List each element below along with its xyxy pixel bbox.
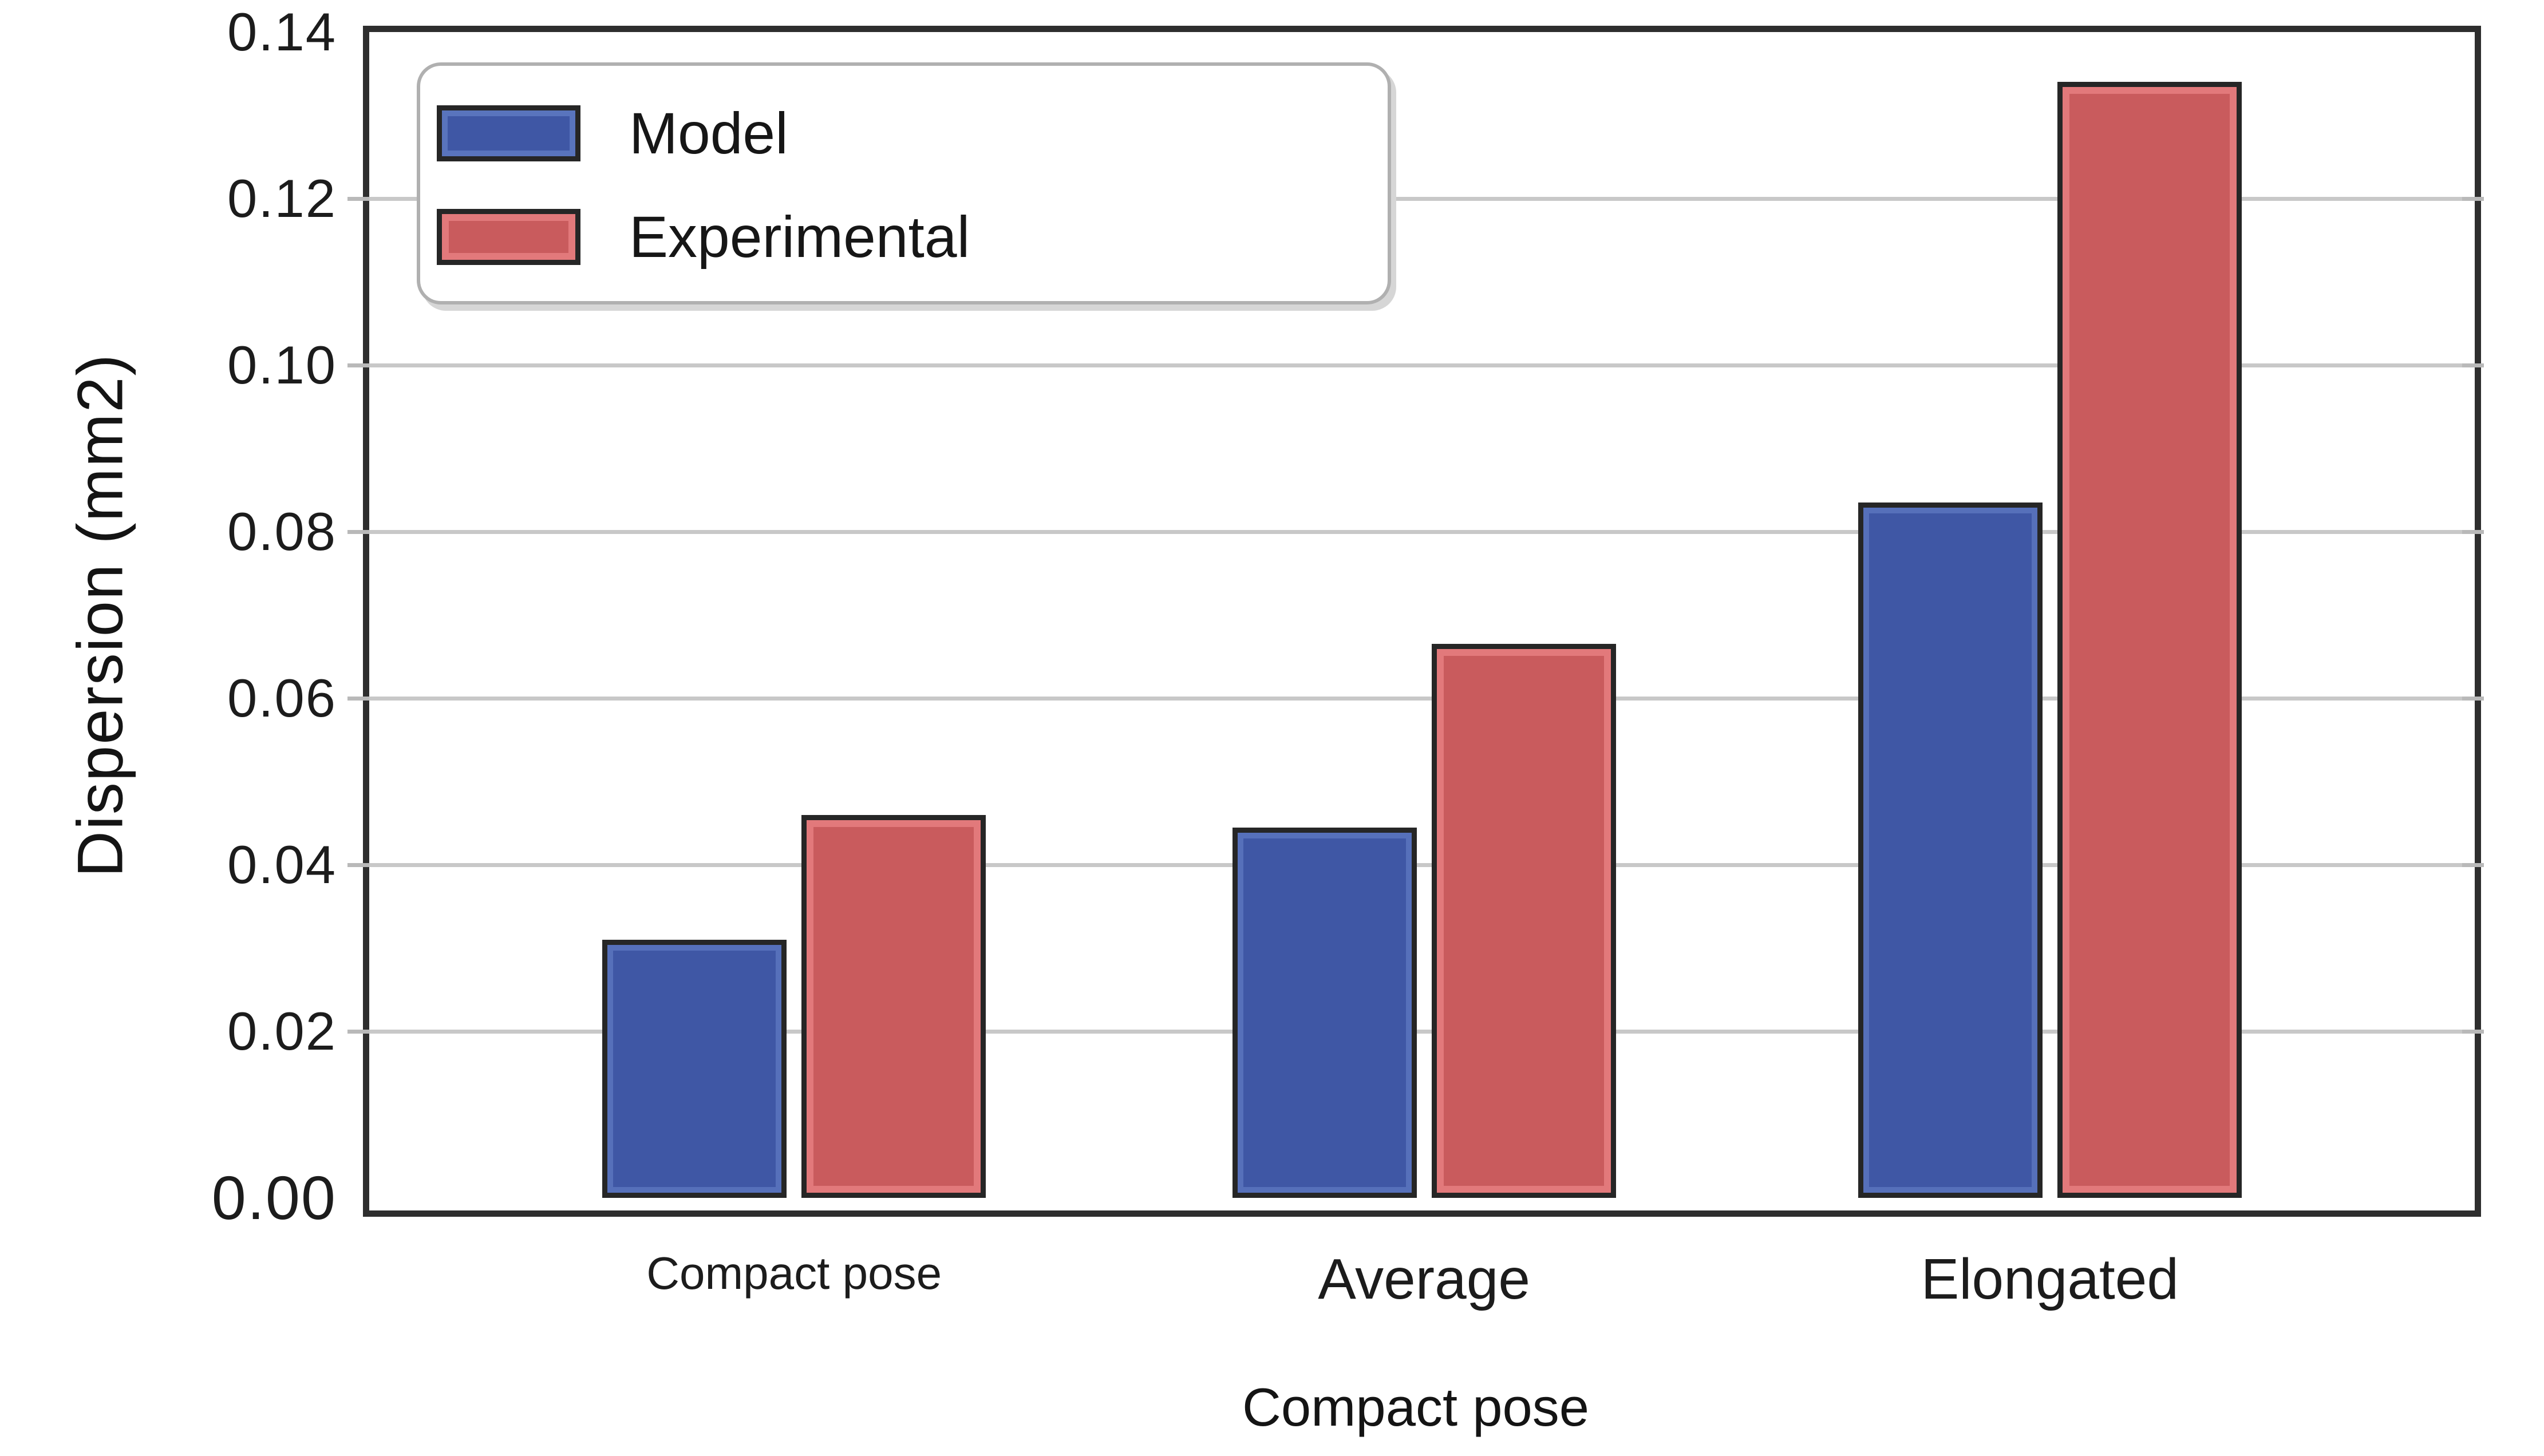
y-tick-label-0.08: 0.08 — [227, 501, 337, 561]
y-axis-title: Dispersion (mm2) — [64, 353, 136, 877]
y-tick-label-0.12: 0.12 — [227, 168, 337, 228]
bar-experimental-average — [1432, 644, 1616, 1198]
left-tick-mark-0.08 — [347, 530, 369, 534]
model-swatch-icon — [437, 105, 580, 161]
x-tick-label-compact-pose: Compact pose — [646, 1248, 942, 1299]
right-tick-mark-0.04 — [2462, 863, 2484, 867]
gridline-0.10 — [369, 363, 2462, 367]
right-tick-mark-0.06 — [2462, 697, 2484, 701]
gridline-0.08 — [369, 530, 2462, 534]
left-tick-mark-0.02 — [347, 1030, 369, 1034]
y-tick-label-0.04: 0.04 — [227, 834, 337, 895]
right-tick-mark-0.12 — [2462, 197, 2484, 201]
left-tick-mark-0.06 — [347, 697, 369, 701]
bar-experimental-compact-pose — [801, 815, 986, 1198]
y-tick-label-0.00: 0.00 — [211, 1163, 337, 1232]
bar-experimental-elongated — [2057, 82, 2242, 1198]
y-tick-label-0.14: 0.14 — [227, 2, 337, 62]
x-axis-title: Compact pose — [1242, 1377, 1590, 1437]
gridline-0.06 — [369, 697, 2462, 701]
plot-inner-area — [369, 32, 2462, 1198]
right-tick-mark-0.10 — [2462, 363, 2484, 367]
legend-label-experimental: Experimental — [629, 204, 970, 270]
left-tick-mark-0.04 — [347, 863, 369, 867]
experimental-swatch-icon — [437, 209, 580, 265]
left-tick-mark-0.12 — [347, 197, 369, 201]
y-tick-label-0.10: 0.10 — [227, 335, 337, 395]
plot-area — [363, 26, 2481, 1217]
x-tick-label-elongated: Elongated — [1921, 1247, 2179, 1311]
bar-model-average — [1233, 828, 1417, 1198]
left-tick-mark-0.10 — [347, 363, 369, 367]
legend-label-model: Model — [629, 101, 788, 166]
y-tick-label-0.02: 0.02 — [227, 1001, 337, 1061]
right-tick-mark-0.08 — [2462, 530, 2484, 534]
bar-model-elongated — [1858, 503, 2043, 1198]
y-tick-label-0.06: 0.06 — [227, 668, 337, 728]
x-tick-label-average: Average — [1318, 1247, 1530, 1311]
right-tick-mark-0.02 — [2462, 1030, 2484, 1034]
gridline-0.12 — [369, 197, 2462, 201]
bar-model-compact-pose — [602, 940, 787, 1198]
legend: Model Experimental — [417, 62, 1391, 304]
